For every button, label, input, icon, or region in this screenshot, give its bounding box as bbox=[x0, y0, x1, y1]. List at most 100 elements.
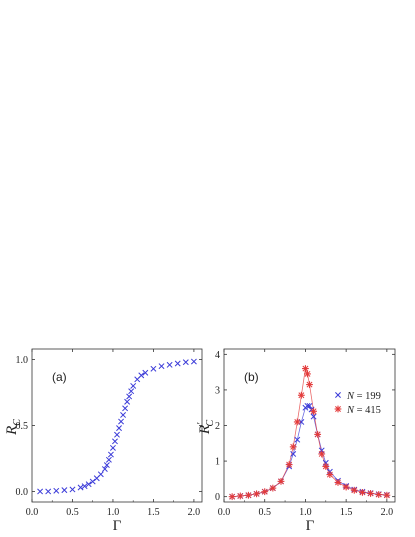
legend-label-199-var: N bbox=[346, 391, 355, 402]
legend-entry-199: N = 199 bbox=[335, 391, 381, 402]
data-point-b-1-1 bbox=[236, 492, 244, 500]
data-point-b-1-18 bbox=[326, 471, 334, 479]
data-point-b-1-16 bbox=[318, 450, 326, 458]
panel-label-b: (b) bbox=[244, 370, 259, 384]
data-point-a-0-0 bbox=[37, 488, 44, 495]
ticks-a: 0.0 0.5 1.0 1.5 2.0 0.0 0.5 1.0 bbox=[16, 349, 202, 518]
data-point-b-1-3 bbox=[253, 490, 260, 498]
marks-a bbox=[37, 358, 197, 495]
marks-b bbox=[228, 365, 391, 501]
data-point-b-1-23 bbox=[367, 490, 374, 497]
data-point-b-1-7 bbox=[285, 461, 293, 469]
x-tick-label-a-2: 1.0 bbox=[107, 507, 120, 518]
data-point-a-0-5 bbox=[77, 484, 84, 491]
panel-a: 0.0 0.5 1.0 1.5 2.0 0.0 0.5 1.0 (a) Γ RC bbox=[4, 348, 203, 534]
panel-label-a: (a) bbox=[52, 370, 67, 384]
data-point-a-0-16 bbox=[112, 438, 118, 445]
data-point-a-0-2 bbox=[53, 487, 60, 494]
y-axis-title-b-main: R bbox=[197, 425, 213, 435]
data-point-a-0-14 bbox=[107, 451, 114, 458]
ticks-b: 0.0 0.5 1.0 1.5 2.0 0 1 2 3 4 bbox=[215, 349, 395, 518]
data-point-a-0-17 bbox=[114, 431, 120, 438]
legend-marker-199 bbox=[335, 392, 341, 398]
y-tick-label-b-2: 2 bbox=[215, 421, 220, 432]
data-point-a-0-10 bbox=[97, 471, 104, 478]
data-point-a-0-12 bbox=[103, 462, 110, 469]
data-point-a-0-15 bbox=[109, 444, 116, 451]
data-point-a-0-30 bbox=[158, 363, 165, 370]
data-point-b-0-15 bbox=[310, 413, 317, 420]
data-point-b-1-15 bbox=[314, 430, 322, 438]
data-point-a-0-24 bbox=[128, 388, 135, 395]
legend-label-199-rest: = 199 bbox=[354, 391, 381, 402]
data-point-b-0-9 bbox=[294, 436, 301, 443]
x-tick-label-b-0: 0.0 bbox=[218, 507, 231, 518]
y-tick-label-a-1: 0.5 bbox=[16, 421, 29, 432]
data-point-b-1-9 bbox=[293, 418, 301, 426]
data-point-b-1-5 bbox=[269, 484, 277, 492]
y-axis-title-b-sub: C bbox=[205, 420, 216, 427]
legend-symbol-415 bbox=[334, 405, 342, 413]
data-point-a-0-34 bbox=[190, 358, 197, 365]
y-axis-title-b: R′C bbox=[195, 420, 216, 436]
data-point-a-0-20 bbox=[120, 411, 127, 418]
y-axis-title-a: RC bbox=[4, 419, 23, 436]
y-tick-label-b-1: 1 bbox=[215, 457, 220, 468]
data-point-a-0-32 bbox=[174, 360, 181, 367]
x-tick-label-a-1: 0.5 bbox=[66, 507, 79, 518]
data-point-a-0-21 bbox=[122, 405, 129, 412]
data-point-a-0-13 bbox=[105, 456, 112, 463]
legend-label-415: N = 415 bbox=[346, 405, 381, 416]
data-point-b-1-6 bbox=[277, 477, 285, 485]
legend-entry-415: N = 415 bbox=[334, 405, 381, 416]
data-point-a-0-18 bbox=[116, 425, 122, 432]
data-point-a-0-29 bbox=[150, 365, 157, 372]
x-tick-label-a-4: 2.0 bbox=[188, 507, 201, 518]
x-tick-label-b-1: 0.5 bbox=[258, 507, 271, 518]
data-point-b-1-11 bbox=[302, 365, 309, 372]
x-axis-title-a: Γ bbox=[113, 518, 122, 534]
data-point-a-0-33 bbox=[182, 359, 189, 366]
x-tick-label-b-2: 1.0 bbox=[299, 507, 312, 518]
data-point-a-0-4 bbox=[69, 486, 76, 493]
x-tick-label-b-4: 2.0 bbox=[381, 507, 394, 518]
data-point-a-0-22 bbox=[124, 398, 131, 405]
legend-label-415-rest: = 415 bbox=[354, 405, 381, 416]
data-point-a-0-19 bbox=[118, 418, 125, 425]
data-point-a-0-25 bbox=[130, 382, 137, 389]
data-point-b-1-2 bbox=[245, 491, 252, 499]
data-point-a-0-31 bbox=[166, 361, 173, 368]
legend-label-199: N = 199 bbox=[346, 391, 381, 402]
data-point-b-1-20 bbox=[342, 483, 350, 491]
data-point-a-0-3 bbox=[61, 487, 68, 494]
x-axis-title-b: Γ bbox=[306, 518, 315, 534]
data-point-b-1-21 bbox=[350, 486, 358, 494]
data-point-b-1-0 bbox=[228, 493, 236, 501]
data-point-b-1-13 bbox=[306, 381, 313, 388]
y-axis-title-b-prime: ′ bbox=[195, 422, 207, 425]
data-point-a-0-1 bbox=[45, 488, 52, 495]
legend-label-415-var: N bbox=[346, 405, 355, 416]
x-tick-label-a-0: 0.0 bbox=[26, 507, 39, 518]
y-axis-title-a-main: R bbox=[4, 426, 20, 436]
data-point-a-0-28 bbox=[142, 369, 149, 376]
data-point-a-0-8 bbox=[89, 478, 96, 485]
data-point-b-1-24 bbox=[375, 491, 383, 498]
data-point-a-0-23 bbox=[126, 393, 133, 400]
y-axis-title-a-sub: C bbox=[12, 419, 23, 426]
y-tick-label-b-4: 4 bbox=[215, 350, 220, 361]
data-point-b-1-8 bbox=[289, 443, 297, 451]
data-point-b-1-14 bbox=[310, 407, 317, 415]
data-point-a-0-7 bbox=[85, 481, 92, 488]
data-point-a-0-6 bbox=[81, 483, 88, 490]
data-point-b-1-17 bbox=[322, 463, 330, 470]
series-line-b-0 bbox=[232, 405, 387, 498]
data-point-b-1-25 bbox=[383, 491, 391, 499]
data-point-a-0-27 bbox=[138, 372, 145, 379]
data-point-b-0-8 bbox=[290, 451, 297, 457]
y-tick-label-b-3: 3 bbox=[215, 385, 220, 396]
data-point-b-1-10 bbox=[297, 391, 305, 399]
data-point-b-0-13 bbox=[306, 402, 313, 409]
y-tick-label-b-0: 0 bbox=[215, 492, 220, 503]
